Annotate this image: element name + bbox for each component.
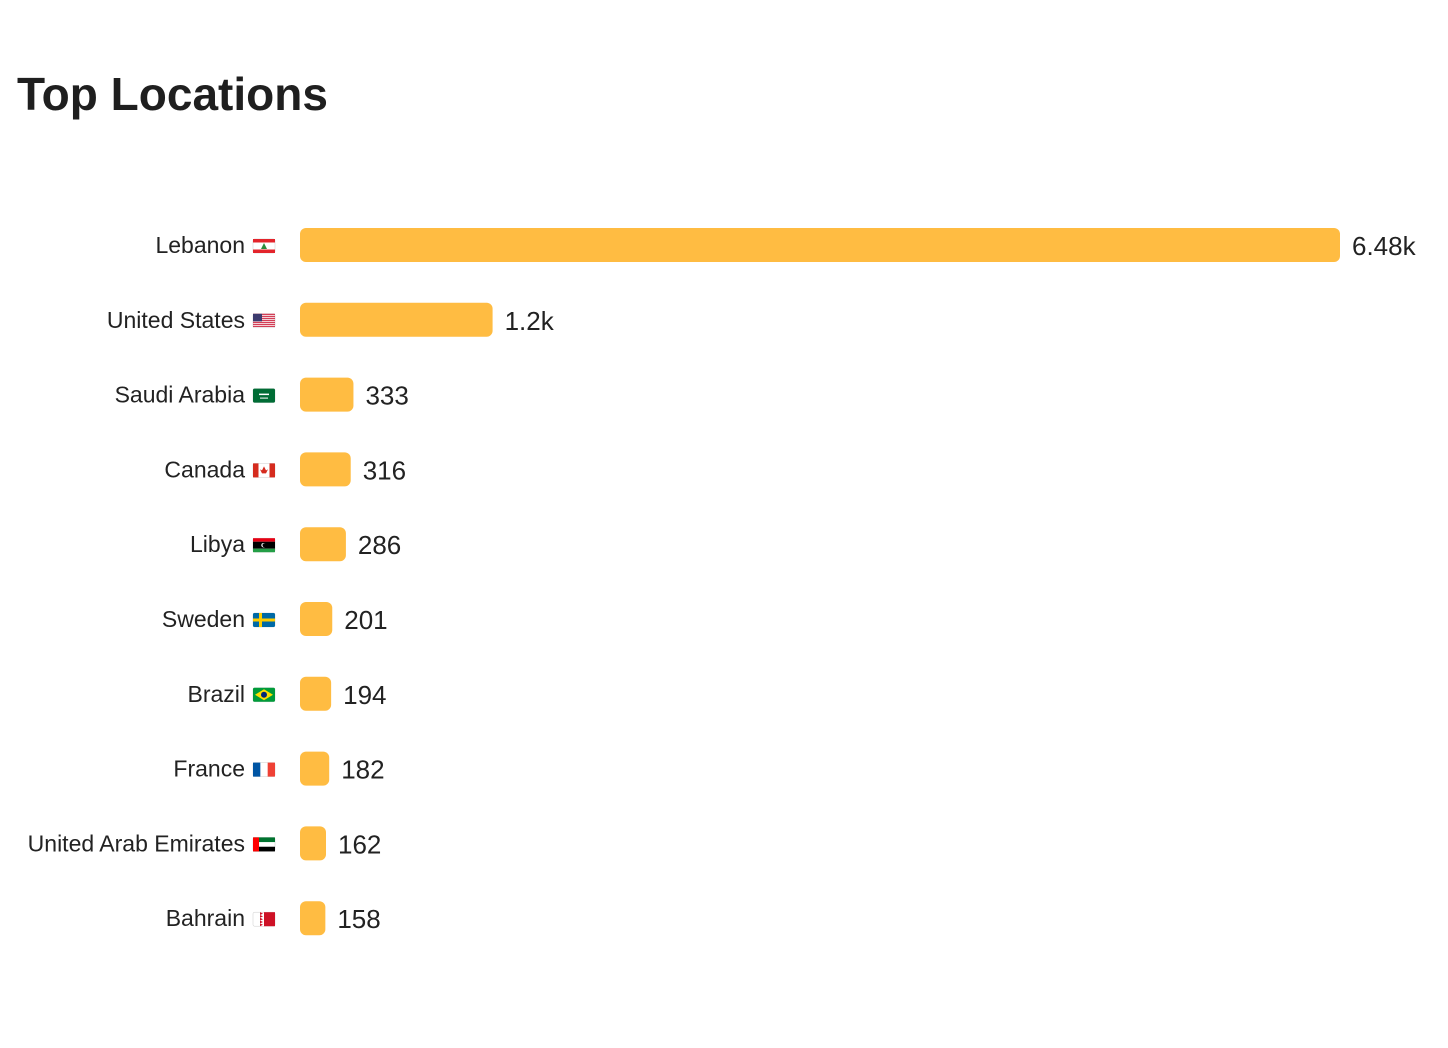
category-label: Libya bbox=[190, 531, 245, 557]
bar-row: France 182 bbox=[173, 751, 385, 786]
value-label: 194 bbox=[343, 680, 386, 710]
category-label: Sweden bbox=[162, 606, 245, 632]
bar[interactable] bbox=[300, 302, 493, 337]
flag-bahrain-icon bbox=[252, 911, 276, 927]
bar-row: Bahrain 158 bbox=[166, 901, 381, 936]
category-label: France bbox=[173, 756, 245, 782]
flag-lebanon-icon bbox=[252, 238, 276, 254]
bar[interactable] bbox=[300, 527, 346, 562]
bar[interactable] bbox=[300, 826, 326, 861]
category-label: United Arab Emirates bbox=[28, 830, 245, 856]
category-label: Brazil bbox=[187, 681, 245, 707]
flag-brazil-icon bbox=[252, 687, 276, 703]
flag-libya-icon bbox=[252, 537, 276, 553]
value-label: 286 bbox=[358, 530, 401, 560]
bar[interactable] bbox=[300, 377, 354, 412]
flag-canada-icon bbox=[252, 463, 276, 478]
value-label: 201 bbox=[344, 605, 387, 635]
value-label: 1.2k bbox=[505, 306, 555, 336]
value-label: 158 bbox=[337, 904, 380, 934]
flag-france-icon bbox=[252, 762, 276, 777]
category-label: Canada bbox=[164, 456, 245, 482]
value-label: 182 bbox=[341, 755, 384, 785]
bar-row: Canada 316 bbox=[164, 452, 406, 487]
category-label: United States bbox=[107, 307, 245, 333]
value-label: 162 bbox=[338, 829, 381, 859]
bar[interactable] bbox=[300, 602, 333, 636]
value-label: 333 bbox=[365, 381, 408, 411]
bar-row: Brazil 194 bbox=[187, 676, 387, 711]
bar-row: United States 1.2k bbox=[107, 302, 555, 337]
bar[interactable] bbox=[300, 751, 330, 786]
bar[interactable] bbox=[300, 452, 351, 487]
bar[interactable] bbox=[300, 676, 332, 711]
chart-title: Top Locations bbox=[17, 68, 328, 120]
flag-uae-icon bbox=[252, 837, 276, 852]
bar-row: Lebanon 6.48k bbox=[155, 228, 1417, 262]
value-label: 6.48k bbox=[1352, 231, 1417, 261]
bar-row: United Arab Emirates 162 bbox=[28, 826, 381, 861]
bar-row: Saudi Arabia 333 bbox=[115, 377, 409, 412]
flag-united-states-icon bbox=[252, 313, 276, 329]
category-label: Saudi Arabia bbox=[115, 382, 246, 408]
bar-row: Libya 286 bbox=[190, 527, 401, 562]
category-label: Lebanon bbox=[155, 232, 245, 258]
flag-sweden-icon bbox=[252, 612, 276, 628]
value-label: 316 bbox=[363, 455, 406, 485]
bar-row: Sweden 201 bbox=[162, 602, 388, 636]
bar[interactable] bbox=[300, 901, 326, 936]
flag-saudi-arabia-icon bbox=[252, 388, 276, 403]
bar[interactable] bbox=[300, 228, 1340, 262]
category-label: Bahrain bbox=[166, 905, 245, 931]
